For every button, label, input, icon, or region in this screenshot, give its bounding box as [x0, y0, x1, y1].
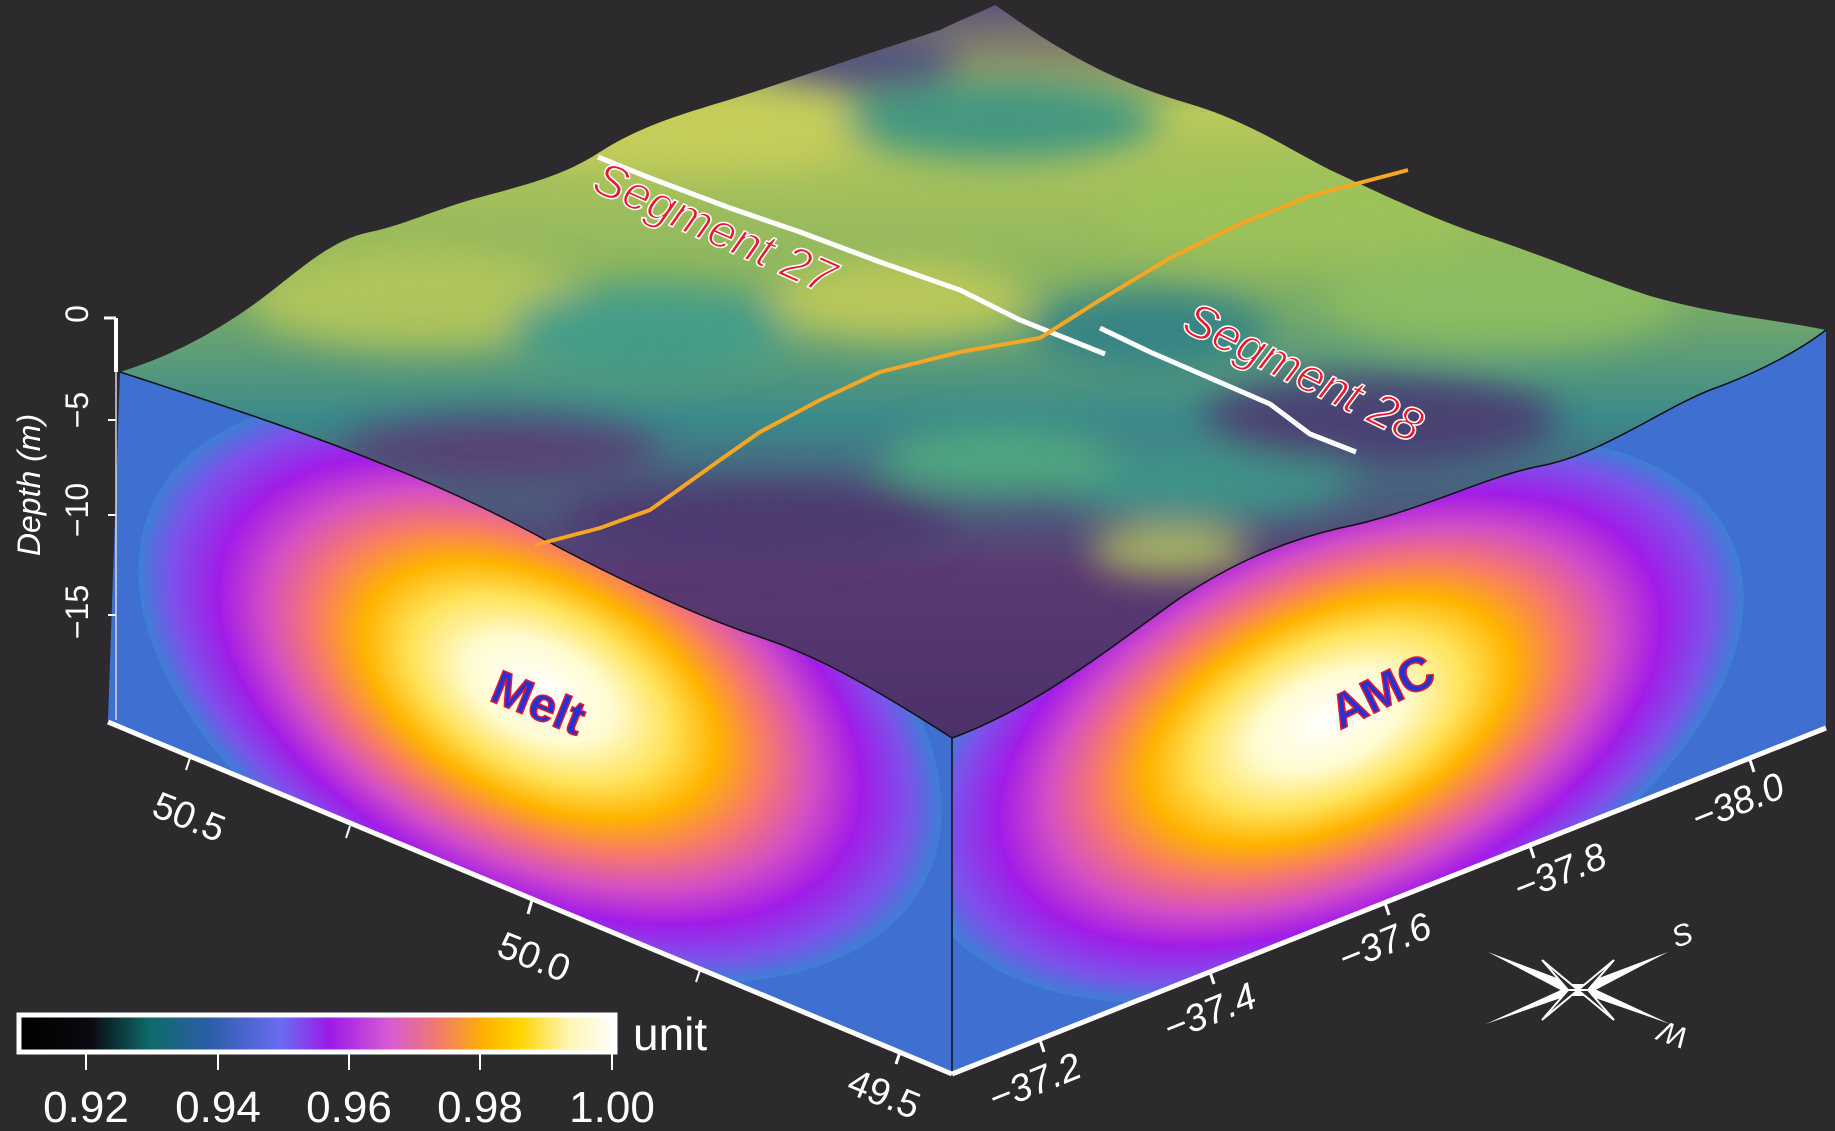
compass-rose: S W [1486, 917, 1697, 1054]
compass-south: S [1667, 917, 1697, 955]
colorbar-tick-0: 0.92 [43, 1083, 129, 1131]
surface-edge [119, 329, 1827, 739]
lat-tick-50-5: 50.5 [147, 784, 231, 851]
colorbar-tick-4: 1.00 [569, 1083, 655, 1131]
lat-tick-50-0: 50.0 [492, 924, 576, 991]
ridge-line [534, 168, 1409, 547]
depth-tick-10: −10 [59, 483, 95, 537]
colorbar-tick-1: 0.94 [175, 1083, 261, 1131]
depth-axis: 0 −5 −10 −15 Depth (m) [11, 305, 118, 720]
depth-axis-label: Depth (m) [11, 414, 47, 556]
depth-tick-15: −15 [59, 585, 95, 639]
colorbar-unit: unit [633, 1008, 707, 1060]
depth-tick-5: −5 [59, 392, 95, 428]
segment-28-line [1098, 325, 1357, 455]
segment-27-line [597, 154, 1106, 357]
colorbar: 0.92 0.94 0.96 0.98 1.00 unit [16, 1008, 707, 1131]
colorbar-tick-3: 0.98 [437, 1083, 523, 1131]
lat-tick-49-5: 49.5 [842, 1061, 926, 1128]
depth-tick-0: 0 [59, 305, 95, 323]
colorbar-tick-2: 0.96 [306, 1083, 392, 1131]
